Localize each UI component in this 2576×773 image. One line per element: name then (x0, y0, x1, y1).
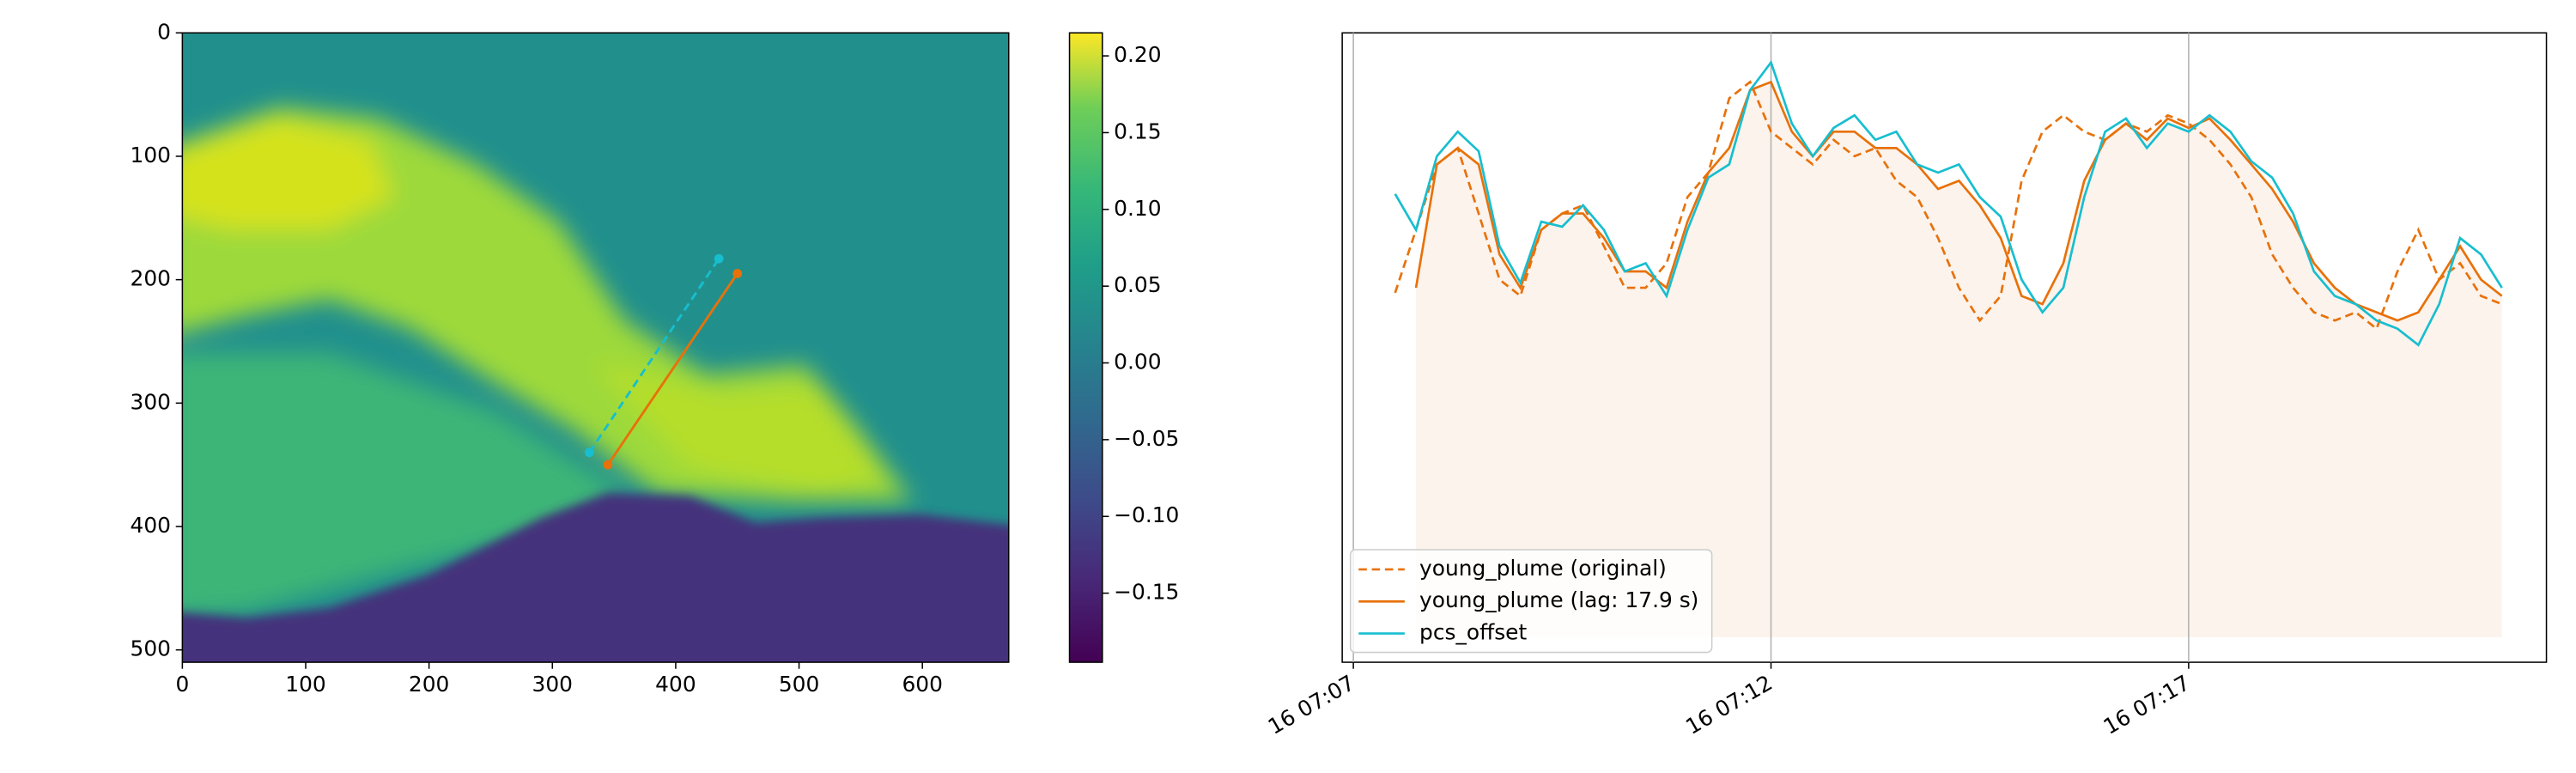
legend-label: pcs_offset (1419, 620, 1527, 645)
colorbar (1068, 32, 1103, 663)
y-tick-label: 500 (131, 636, 171, 661)
legend-label: young_plume (original) (1419, 556, 1667, 581)
series-line (1394, 59, 2503, 347)
pcs-endpoint (585, 447, 594, 458)
plume-shapes (182, 107, 912, 616)
legend-box (1349, 549, 1713, 654)
mountain (182, 492, 1009, 663)
x-tick-label: 500 (779, 672, 819, 697)
colorbar-tick-label: 0.15 (1114, 119, 1161, 143)
x-tick-label: 100 (285, 672, 325, 697)
x-tick-label: 16 07:17 (2099, 670, 2195, 740)
shaded-area (1416, 82, 2502, 637)
colorbar-tick-label: −0.05 (1114, 426, 1179, 451)
colorbar-tick-label: 0.10 (1114, 196, 1161, 221)
y-tick-label: 300 (131, 389, 171, 414)
y-tick-label: 0 (157, 19, 171, 44)
x-tick-label: 300 (532, 672, 573, 697)
x-tick-label: 16 07:07 (1264, 670, 1359, 740)
x-tick-label: 16 07:12 (1681, 670, 1777, 740)
legend-label: young_plume (lag: 17.9 s) (1419, 587, 1698, 612)
x-tick-label: 600 (902, 672, 942, 697)
colorbar-tick-label: 0.05 (1114, 272, 1161, 297)
pcs-line (606, 272, 738, 466)
series-line (1394, 80, 2503, 331)
y-tick-label: 100 (131, 143, 171, 167)
colorbar-tick-label: −0.10 (1114, 502, 1179, 527)
x-tick-label: 0 (175, 672, 189, 697)
y-tick-label: 200 (131, 266, 171, 291)
x-tick-label: 400 (655, 672, 696, 697)
pcs-endpoint (714, 253, 724, 264)
plume-image (182, 33, 1009, 663)
colorbar-tick-label: 0.00 (1114, 350, 1161, 374)
y-tick-label: 400 (131, 513, 171, 538)
pcs-endpoint (603, 460, 613, 470)
pcs-endpoint (732, 269, 743, 278)
x-tick-label: 200 (409, 672, 449, 697)
plot-frame (1341, 32, 2548, 663)
right-panel: 16 07:07 16 07:12 16 07:17 young_plume (ori… (1264, 33, 2503, 740)
colorbar-tick-label: 0.20 (1114, 42, 1161, 67)
left-panel: 0 100 200 300 400 500 600 0 100 200 300 400 500 0.20 0… (131, 19, 1180, 697)
colorbar-tick-label: −0.15 (1114, 580, 1179, 605)
image-frame (181, 32, 1010, 663)
series-line (1414, 80, 2503, 322)
